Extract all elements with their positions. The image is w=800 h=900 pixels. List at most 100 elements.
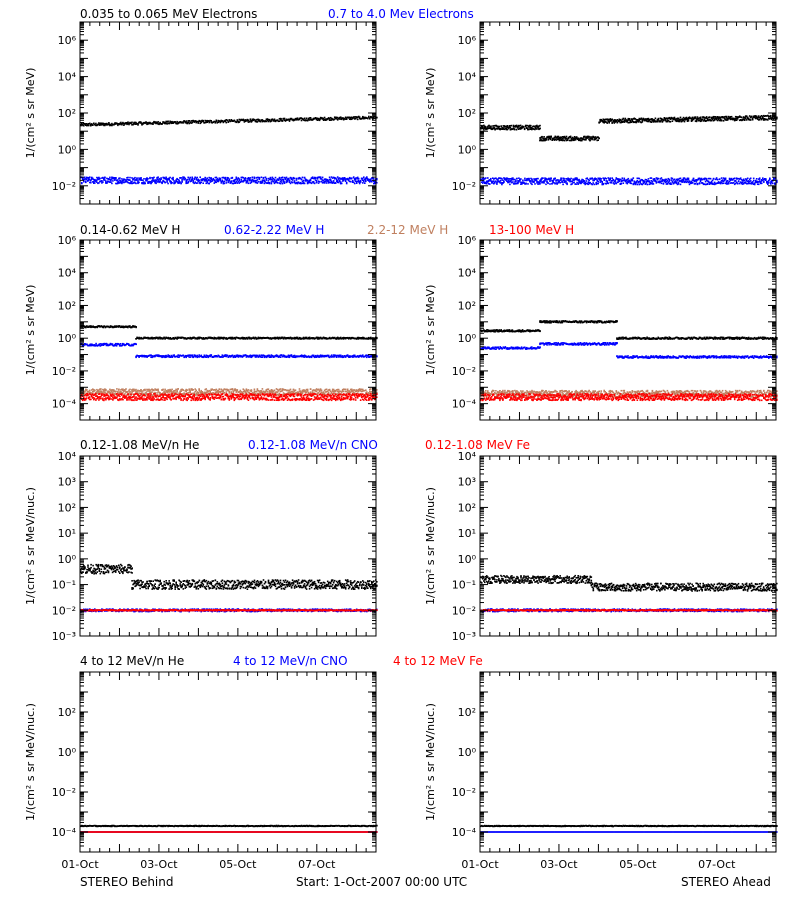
data-point — [489, 179, 491, 181]
data-point — [168, 356, 170, 358]
data-point — [543, 139, 545, 142]
data-point — [126, 180, 128, 183]
data-point — [332, 356, 335, 358]
data-point — [284, 177, 287, 179]
data-point — [270, 120, 273, 122]
data-point — [623, 119, 626, 122]
data-point — [350, 177, 353, 179]
data-point — [502, 128, 505, 130]
data-point — [764, 178, 766, 180]
data-point — [370, 179, 372, 181]
data-point — [167, 336, 169, 339]
data-point — [556, 138, 559, 141]
data-point — [325, 178, 328, 181]
data-point — [253, 119, 256, 121]
data-point — [123, 343, 125, 345]
data-point — [99, 343, 101, 345]
data-point — [754, 181, 757, 184]
data-point — [489, 126, 491, 128]
data-point — [89, 344, 91, 347]
data-point — [545, 139, 547, 141]
data-point — [592, 182, 594, 184]
data-point — [659, 120, 662, 123]
data-point — [549, 137, 551, 140]
data-point — [743, 179, 746, 182]
data-point — [481, 126, 483, 128]
data-point — [516, 127, 519, 129]
data-point — [90, 179, 92, 182]
data-point — [323, 119, 326, 121]
data-point — [566, 178, 568, 180]
data-point — [334, 116, 337, 119]
data-point — [718, 116, 721, 118]
data-point — [763, 119, 765, 121]
data-point — [667, 181, 670, 183]
data-point — [112, 123, 114, 126]
data-point — [176, 120, 178, 123]
data-point — [82, 325, 84, 327]
data-point — [120, 326, 123, 328]
data-point — [715, 118, 718, 121]
data-point — [723, 179, 726, 182]
data-point — [580, 139, 582, 142]
data-point — [318, 337, 321, 339]
data-point — [259, 120, 262, 123]
data-point — [112, 176, 114, 179]
data-point — [600, 178, 602, 180]
data-point — [358, 116, 361, 118]
data-point — [657, 117, 660, 120]
data-point — [629, 180, 632, 183]
data-point — [660, 118, 663, 120]
data-point — [495, 180, 497, 182]
data-point — [744, 178, 747, 180]
data-point — [487, 181, 489, 183]
data-point — [255, 338, 258, 340]
data-point — [352, 117, 355, 119]
data-point — [625, 180, 628, 182]
data-point — [716, 182, 719, 184]
data-point — [363, 180, 365, 183]
data-point — [497, 178, 499, 181]
data-point — [276, 178, 279, 180]
data-point — [186, 122, 188, 125]
data-point — [499, 177, 501, 179]
data-point — [687, 178, 690, 181]
data-point — [520, 183, 522, 185]
data-point — [337, 338, 340, 340]
data-point — [93, 181, 95, 183]
data-point — [343, 337, 346, 339]
data-point — [88, 394, 90, 396]
data-point — [765, 179, 767, 181]
data-point — [146, 336, 148, 339]
data-point — [689, 117, 692, 119]
data-point — [291, 181, 294, 184]
data-point — [528, 128, 530, 131]
data-point — [146, 178, 148, 180]
panel-points — [80, 325, 378, 402]
data-point — [646, 183, 649, 186]
y-tick-label: 10⁶ — [58, 34, 77, 47]
data-point — [157, 354, 159, 356]
data-point — [139, 355, 141, 357]
data-point — [512, 177, 514, 179]
data-point — [234, 355, 237, 358]
data-point — [84, 343, 86, 345]
data-point — [532, 125, 534, 128]
data-point — [511, 181, 513, 184]
data-point — [287, 118, 290, 121]
data-point — [532, 127, 534, 130]
data-point — [702, 120, 705, 122]
data-point — [355, 116, 358, 118]
data-point — [108, 181, 110, 183]
data-point — [360, 117, 363, 120]
data-point — [257, 336, 260, 339]
data-point — [138, 355, 140, 357]
data-point — [762, 117, 764, 120]
y-tick-label: 10⁻² — [452, 180, 476, 193]
data-point — [90, 123, 92, 126]
data-point — [590, 178, 592, 180]
data-point — [561, 139, 564, 142]
data-point — [189, 337, 191, 340]
data-point — [202, 356, 205, 359]
data-point — [96, 176, 98, 179]
